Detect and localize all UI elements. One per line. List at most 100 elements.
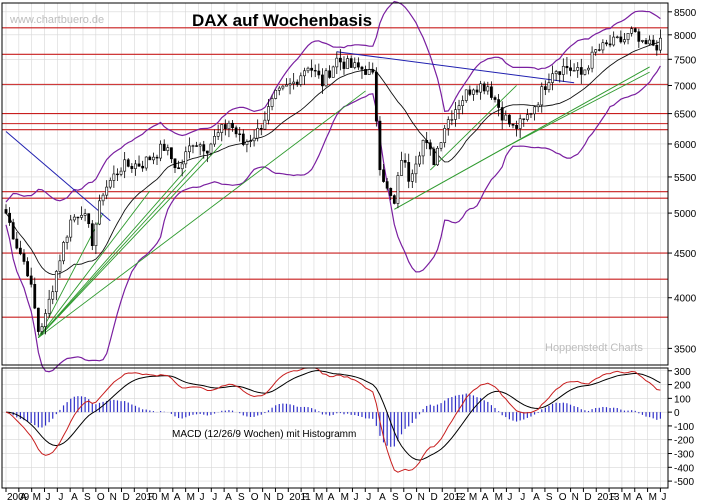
green-trend-line (38, 169, 187, 338)
candle-body (4, 209, 8, 214)
x-tick-label: S (546, 492, 553, 503)
candle-body (306, 67, 310, 72)
candle-body (256, 127, 260, 139)
x-tick-label: A (328, 492, 335, 503)
candle-body (529, 113, 533, 115)
x-tick-label: N (572, 492, 579, 503)
main-panel-frame (1, 2, 669, 366)
candle-body (356, 62, 360, 68)
candle-body (641, 40, 644, 42)
candle-body (504, 114, 508, 121)
candle-body (288, 83, 292, 86)
bollinger-upper-band (5, 0, 661, 203)
candle-body (148, 156, 152, 161)
y-tick-label: 6000 (674, 140, 697, 151)
green-trend-line (38, 190, 151, 338)
candle-body (241, 133, 245, 145)
candle-body (515, 124, 518, 129)
green-trend-line (38, 90, 366, 339)
green-trend-line (429, 85, 517, 171)
candle-body (324, 70, 328, 87)
x-tick-label: M (161, 492, 169, 503)
green-trend-line (394, 66, 650, 210)
candle-body (400, 160, 403, 176)
x-tick-label: J (353, 492, 358, 503)
candle-body (396, 175, 400, 204)
source-label: Hoppenstedt Charts (545, 342, 643, 354)
candle-body (22, 253, 26, 262)
x-tick-label: 2009 (7, 492, 30, 503)
candle-body (425, 139, 429, 144)
candle-body (87, 213, 91, 225)
candle-body (360, 66, 364, 70)
candle-body (205, 150, 209, 154)
candle-body (51, 291, 55, 300)
candle-body (468, 89, 472, 95)
x-tick-label: A (71, 492, 78, 503)
candle-body (403, 160, 407, 163)
candle-body (112, 173, 116, 181)
candle-body (105, 186, 109, 196)
moving-average-line (5, 41, 661, 276)
candle-body (335, 57, 339, 68)
candle-body (231, 122, 234, 129)
candle-body (295, 81, 299, 85)
x-tick-label: F (610, 492, 616, 503)
macd-caption: MACD (12/26/9 Wochen) mit Histogramm (172, 429, 356, 440)
x-tick-label: J (199, 492, 204, 503)
candle-body (367, 69, 371, 75)
candle-body (274, 89, 278, 99)
candle-body (281, 85, 285, 89)
candle-body (472, 89, 475, 95)
x-tick-label: M (623, 492, 631, 503)
candle-body (83, 213, 87, 216)
y-tick-label: 6500 (674, 110, 697, 121)
candle-body (558, 71, 562, 75)
candle-body (36, 307, 40, 332)
x-tick-label: D (276, 492, 283, 503)
candle-body (583, 69, 587, 75)
y-tick-label: 8000 (674, 31, 697, 42)
candle-body (594, 49, 598, 53)
candle-body (195, 145, 198, 147)
candle-body (328, 70, 331, 78)
candle-body (655, 44, 659, 51)
candle-body (500, 107, 504, 121)
candle-body (349, 58, 353, 68)
candle-body (432, 148, 436, 166)
macd-y-tick-label: -200 (674, 436, 694, 447)
candle-body (443, 128, 447, 143)
candle-body (493, 97, 497, 100)
candle-body (371, 69, 375, 73)
candle-body (313, 70, 317, 72)
candle-body (69, 219, 73, 238)
candle-body (191, 145, 195, 147)
candle-body (392, 195, 396, 204)
x-tick-label: D (122, 492, 129, 503)
x-tick-label: 2012 (443, 492, 466, 503)
candle-body (615, 36, 619, 39)
candle-body (177, 167, 180, 170)
candle-body (126, 159, 130, 167)
candle-body (525, 114, 529, 120)
candle-body (144, 156, 148, 169)
candle-body (518, 118, 522, 129)
trend-lines (5, 51, 650, 339)
candle-body (152, 156, 155, 161)
candle-body (522, 118, 526, 120)
candle-body (479, 83, 483, 93)
candle-body (159, 143, 163, 159)
candle-body (47, 298, 51, 314)
candle-body (572, 70, 576, 72)
candle-body (267, 106, 270, 121)
candle-body (482, 83, 486, 92)
candle-body (180, 163, 184, 170)
candle-body (601, 42, 605, 51)
candle-body (407, 162, 411, 182)
candle-body (162, 143, 166, 151)
candle-body (436, 147, 439, 166)
candle-body (346, 58, 349, 69)
macd-y-tick-label: 300 (674, 367, 691, 378)
candle-body (385, 181, 389, 189)
